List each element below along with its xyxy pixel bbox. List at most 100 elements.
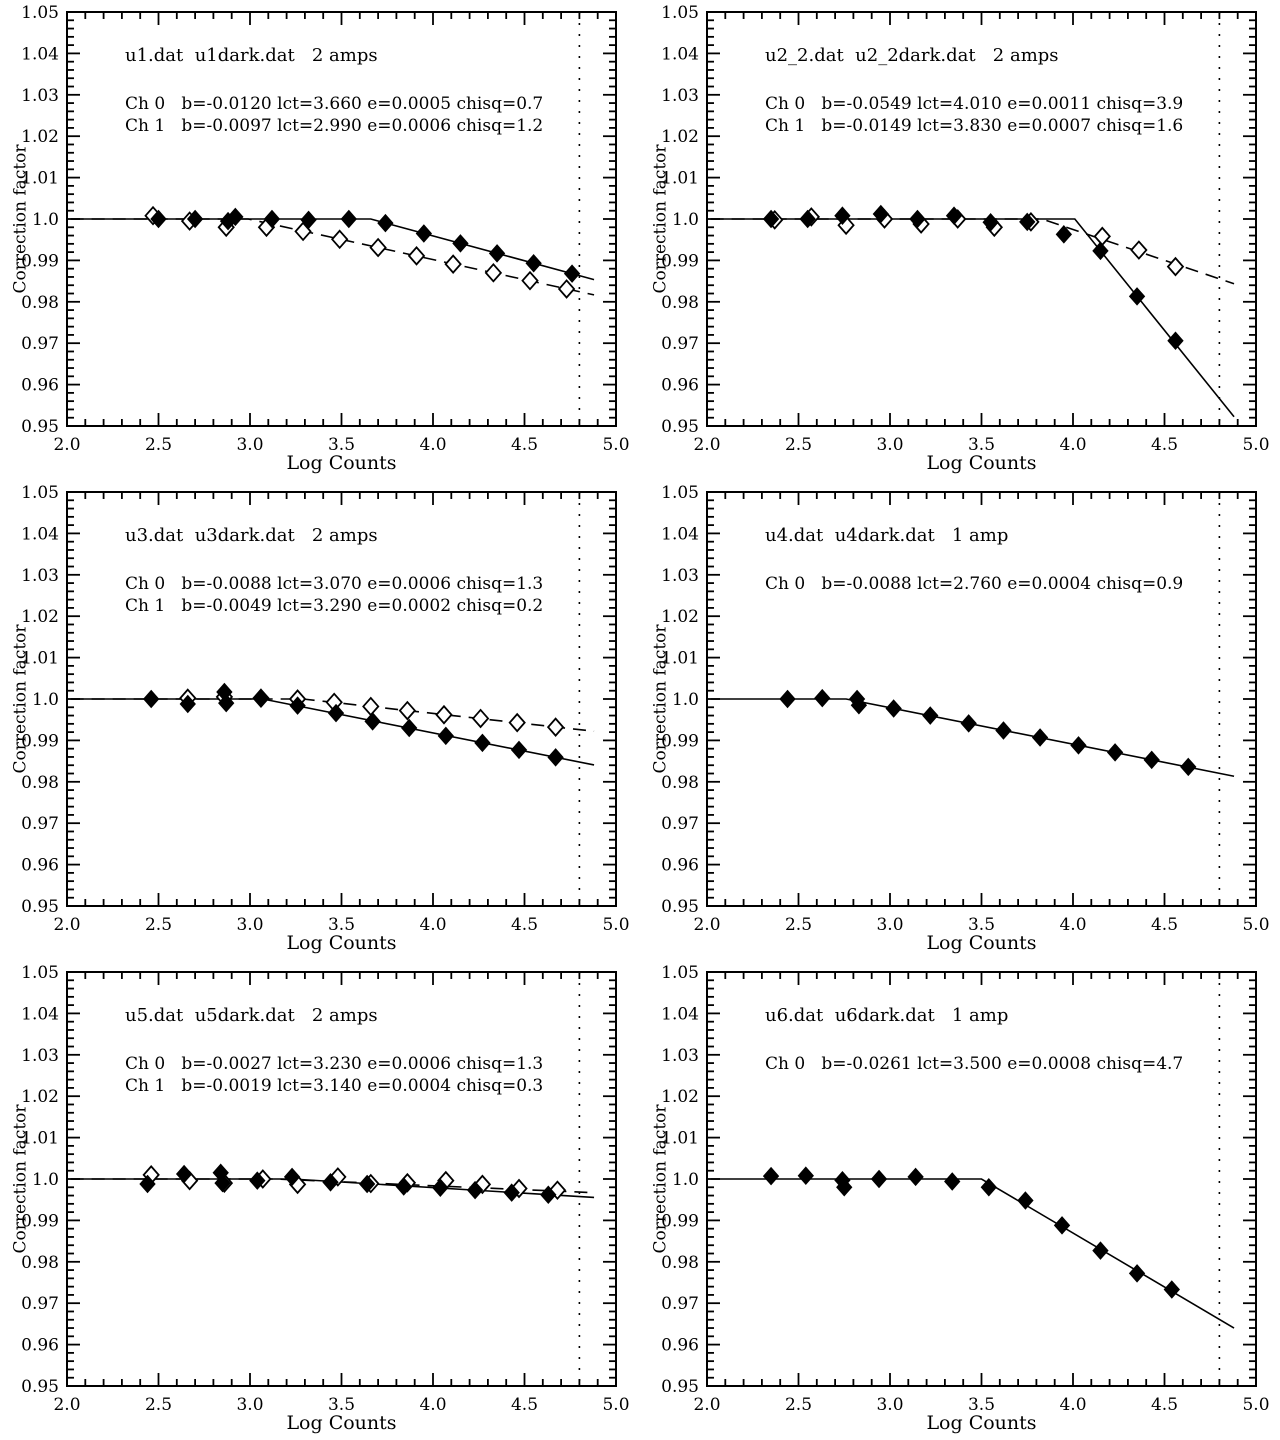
filled-diamond-marker xyxy=(525,254,542,273)
filled-diamond-marker xyxy=(872,204,890,224)
filled-diamond-marker xyxy=(179,694,196,714)
x-tick-label: 4.0 xyxy=(419,915,446,935)
series-ch-0 xyxy=(139,1163,557,1204)
y-tick-label: 1.05 xyxy=(21,963,59,983)
x-axis-title: Log Counts xyxy=(286,1412,397,1434)
y-tick-label: 0.98 xyxy=(21,773,59,793)
fit-params-ch1: Ch 1 b=-0.0149 lct=3.830 e=0.0007 chisq=… xyxy=(765,116,1184,136)
axis-ticks xyxy=(67,492,616,906)
fit-params-ch0: Ch 0 b=-0.0261 lct=3.500 e=0.0008 chisq=… xyxy=(765,1054,1184,1074)
x-tick-label: 3.0 xyxy=(236,1395,263,1415)
series-ch-0 xyxy=(762,204,1184,350)
plot-title: u4.dat u4dark.dat 1 amp xyxy=(765,525,1009,546)
open-diamond-marker xyxy=(484,262,503,283)
y-tick-label: 0.97 xyxy=(21,334,59,354)
y-tick-label: 1.05 xyxy=(661,963,699,983)
y-tick-label: 1.01 xyxy=(21,169,59,189)
filled-diamond-marker xyxy=(995,721,1012,740)
filled-diamond-marker xyxy=(452,234,469,253)
filled-diamond-marker xyxy=(364,712,381,731)
x-tick-label: 5.0 xyxy=(602,435,629,455)
y-tick-label: 1.03 xyxy=(21,86,59,106)
x-tick-label: 5.0 xyxy=(602,1395,629,1415)
y-tick-label: 1.02 xyxy=(21,127,59,147)
plot-u6: 2.0 2.5 3.0 3.5 4.0 4.5 5.0 1.05 1.04 1.03 1.02 1.0… xyxy=(640,960,1280,1440)
plot-u2_2: 2.0 2.5 3.0 3.5 4.0 4.5 5.0 1.05 1.04 1.03 1.02 1.0… xyxy=(640,0,1280,480)
filled-diamond-marker xyxy=(762,209,780,229)
filled-diamond-marker xyxy=(870,1169,888,1189)
x-tick-label: 5.0 xyxy=(1242,1395,1269,1415)
y-tick-label: 1.0 xyxy=(672,690,699,710)
filled-diamond-marker xyxy=(834,206,851,225)
y-tick-label: 1.01 xyxy=(661,649,699,669)
x-tick-label: 2.5 xyxy=(785,915,812,935)
filled-diamond-marker xyxy=(175,1164,193,1184)
filled-diamond-marker xyxy=(327,703,345,723)
fit-params-ch0: Ch 0 b=-0.0088 lct=2.760 e=0.0004 chisq=… xyxy=(765,574,1184,594)
y-tick-label: 0.97 xyxy=(21,1294,59,1314)
x-tick-label: 2.5 xyxy=(145,915,172,935)
x-axis-title: Log Counts xyxy=(926,1412,1037,1434)
plot-canvas-u5: 2.0 2.5 3.0 3.5 4.0 4.5 5.0 1.05 1.04 1.03 1.02 1.0… xyxy=(21,963,629,1415)
x-tick-label: 4.0 xyxy=(419,435,446,455)
y-tick-label: 0.97 xyxy=(21,814,59,834)
y-tick-label: 0.99 xyxy=(661,1211,699,1231)
y-tick-label: 1.01 xyxy=(661,1129,699,1149)
y-tick-label: 0.95 xyxy=(21,897,59,917)
y-tick-label: 1.04 xyxy=(661,44,699,64)
open-diamond-marker xyxy=(471,708,490,729)
filled-diamond-marker xyxy=(300,210,317,230)
open-diamond-marker xyxy=(1093,226,1111,247)
plot-canvas-u6: 2.0 2.5 3.0 3.5 4.0 4.5 5.0 1.05 1.04 1.03 1.02 1.0… xyxy=(661,963,1269,1415)
filled-diamond-marker xyxy=(466,1180,484,1200)
y-tick-label: 1.03 xyxy=(21,1046,59,1066)
filled-diamond-marker xyxy=(850,695,868,715)
open-diamond-marker xyxy=(330,229,349,250)
filled-diamond-marker xyxy=(982,213,999,232)
x-tick-label: 2.5 xyxy=(145,435,172,455)
x-axis-title: Log Counts xyxy=(926,932,1037,954)
open-diamond-marker xyxy=(508,712,526,733)
plot-u1: 2.0 2.5 3.0 3.5 4.0 4.5 5.0 1.05 1.04 1.03 1.02 1.0… xyxy=(0,0,640,480)
filled-diamond-marker xyxy=(510,740,528,760)
filled-diamond-marker xyxy=(836,1178,853,1197)
x-tick-label: 2.0 xyxy=(693,435,720,455)
y-tick-label: 0.97 xyxy=(661,1294,699,1314)
fit-line-solid-ch0 xyxy=(710,218,1235,418)
y-tick-label: 0.96 xyxy=(21,1336,59,1356)
x-tick-label: 3.5 xyxy=(968,1395,995,1415)
y-tick-label: 1.03 xyxy=(21,566,59,586)
filled-diamond-marker xyxy=(214,1173,231,1193)
x-tick-label: 4.0 xyxy=(1059,915,1086,935)
y-tick-label: 0.98 xyxy=(661,293,699,313)
plot-u3: 2.0 2.5 3.0 3.5 4.0 4.5 5.0 1.05 1.04 1.03 1.02 1.0… xyxy=(0,480,640,960)
filled-diamond-marker xyxy=(395,1177,412,1196)
y-tick-label: 1.02 xyxy=(21,1087,59,1107)
series-ch-1 xyxy=(144,205,576,299)
y-tick-label: 1.02 xyxy=(661,127,699,147)
y-tick-label: 1.01 xyxy=(21,649,59,669)
y-tick-label: 0.95 xyxy=(661,1377,699,1397)
y-tick-label: 1.01 xyxy=(21,1129,59,1149)
fit-line-dashed-ch1 xyxy=(70,218,595,296)
series-ch-0 xyxy=(779,688,1197,777)
axis-ticks xyxy=(67,972,616,1386)
filled-diamond-marker xyxy=(960,714,977,733)
open-diamond-marker xyxy=(362,696,380,717)
fit-line-dashed-ch1 xyxy=(710,218,1235,285)
y-tick-label: 0.95 xyxy=(661,897,699,917)
filled-diamond-marker xyxy=(289,696,306,715)
filled-diamond-marker xyxy=(1070,736,1087,755)
x-tick-label: 3.5 xyxy=(328,1395,355,1415)
filled-diamond-marker xyxy=(1106,743,1124,762)
open-diamond-marker xyxy=(1130,240,1148,260)
y-tick-label: 1.0 xyxy=(672,210,699,230)
filled-diamond-marker xyxy=(1128,287,1146,306)
fit-params-ch1: Ch 1 b=-0.0097 lct=2.990 e=0.0006 chisq=… xyxy=(125,116,544,136)
filled-diamond-marker xyxy=(340,209,357,229)
open-diamond-marker xyxy=(369,237,387,258)
axis-ticks xyxy=(707,12,1256,426)
series-ch-0 xyxy=(762,1166,1180,1299)
filled-diamond-marker xyxy=(218,693,235,713)
x-tick-label: 4.0 xyxy=(1059,435,1086,455)
